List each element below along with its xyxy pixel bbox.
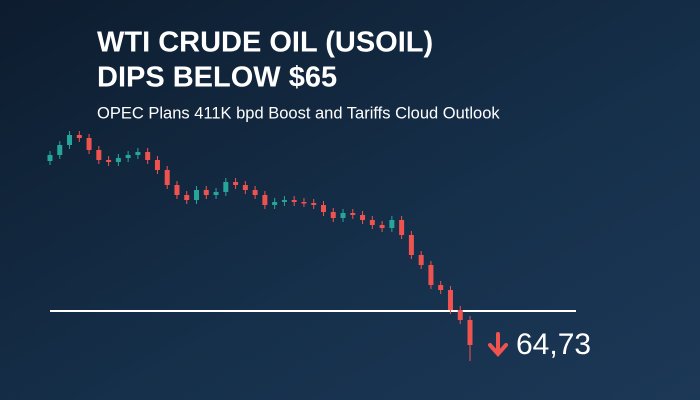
candle-body [399,220,405,235]
candle-body [252,190,258,195]
candle-body [164,170,170,185]
price-label: 64,73 [516,328,591,361]
candle-body [194,190,200,200]
candle-body [154,160,160,170]
candle-body [67,135,73,145]
chart-title: DIPS BELOW $65 [97,62,337,94]
candle-body [291,200,297,202]
candle-body [340,213,346,218]
candle-body [135,152,141,155]
candle-body [438,285,444,290]
candle-body [233,182,239,185]
candle-body [379,225,385,228]
candle-body [96,150,102,160]
candle-body [281,200,287,202]
candle-body [115,158,121,162]
candle-body [447,290,453,310]
candle-body [311,203,317,205]
candle-body [76,135,82,138]
candle-body [184,195,190,200]
down-arrow [488,332,508,358]
candle-body [350,213,356,215]
candle-body [57,145,63,155]
candle-body [457,310,463,320]
candle-body [360,215,366,220]
candle-body [389,220,395,228]
candle-body [320,205,326,212]
candle-body [418,255,424,265]
candle-body [213,192,219,195]
chart-subtitle: OPEC Plans 411K bpd Boost and Tariffs Cl… [97,104,500,122]
candle-body [467,320,473,345]
candle-body [369,220,375,225]
candle-body [330,212,336,218]
candle-body [203,190,209,195]
candle-body [86,138,92,150]
candle-body [223,182,229,192]
candle-body [408,235,414,255]
candle-body [301,202,307,204]
candle-body [125,155,131,158]
chart-title: WTI CRUDE OIL (USOIL) [97,27,433,59]
candle-body [47,155,53,161]
candle-body [106,160,112,162]
candle-body [428,265,434,285]
candle-body [242,185,248,190]
candle-body [145,152,151,160]
candle-body [174,185,180,195]
candle-body [262,195,268,205]
candle-body [272,202,278,205]
